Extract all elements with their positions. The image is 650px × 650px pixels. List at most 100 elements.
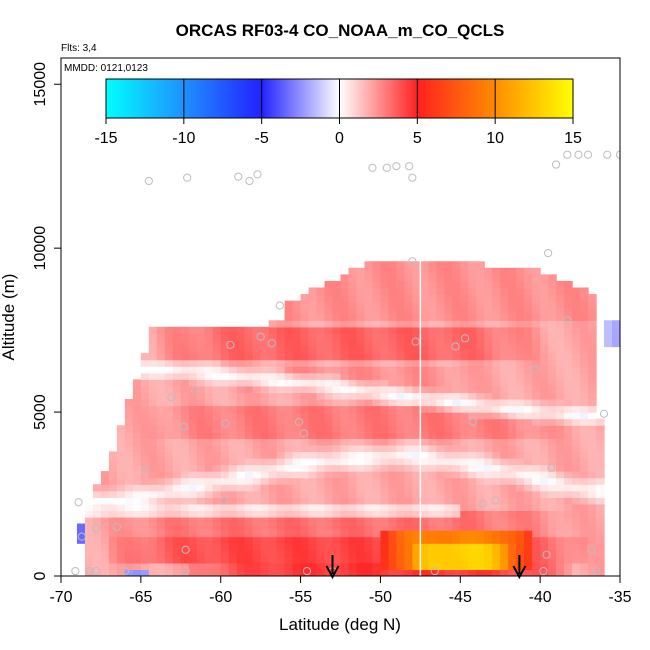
heatmap-cell [364, 510, 374, 518]
heatmap-cell [380, 320, 390, 328]
heatmap-cell [476, 516, 485, 525]
heatmap-cell [516, 339, 525, 348]
heatmap-cell [300, 497, 310, 505]
heatmap-cell [188, 556, 198, 564]
heatmap-cell [380, 339, 390, 348]
heatmap-cell [100, 484, 110, 492]
heatmap-cell [524, 339, 533, 348]
heatmap-cell [228, 438, 238, 446]
heatmap-cell [340, 372, 350, 380]
heatmap-cell [404, 562, 413, 571]
heatmap-cell [540, 464, 549, 472]
heatmap-cell [444, 556, 453, 564]
heatmap-cell [260, 353, 270, 361]
heatmap-cell [212, 379, 222, 387]
heatmap-cell [460, 444, 469, 453]
heatmap-cell [220, 510, 230, 518]
heatmap-cell [252, 418, 262, 426]
heatmap-cell [484, 510, 493, 518]
heatmap-cell [540, 556, 549, 564]
heatmap-cell [428, 392, 437, 400]
heatmap-cell [260, 431, 270, 439]
heatmap-cell [564, 503, 573, 512]
heatmap-cell [140, 562, 150, 571]
heatmap-cell [444, 398, 453, 407]
heatmap-cell [148, 562, 158, 571]
heatmap-cell [492, 543, 501, 551]
heatmap-cell [268, 549, 278, 557]
heatmap-cell [284, 457, 294, 466]
heatmap-cell [380, 385, 390, 394]
heatmap-cell [492, 569, 501, 576]
heatmap-cell [172, 530, 182, 538]
heatmap-cell [332, 392, 342, 400]
heatmap-cell [276, 536, 286, 544]
heatmap-cell [340, 280, 350, 289]
heatmap-cell [580, 471, 589, 479]
heatmap-cell [556, 490, 565, 498]
arrow-head [325, 565, 340, 580]
heatmap-cell [356, 503, 366, 512]
heatmap-cell [324, 287, 334, 295]
heatmap-cell [444, 516, 453, 525]
heatmap-cell [316, 346, 326, 354]
heatmap-cell [468, 346, 477, 354]
heatmap-cell [540, 359, 549, 367]
sample-point [71, 566, 80, 576]
heatmap-cell [484, 497, 493, 505]
heatmap-cell [380, 300, 390, 308]
heatmap-cell [148, 457, 158, 466]
heatmap-cell [196, 562, 206, 571]
heatmap-cell [100, 490, 110, 498]
heatmap-cell [476, 431, 485, 439]
heatmap-cell [396, 372, 405, 380]
heatmap-cell [444, 261, 453, 269]
heatmap-cell [140, 418, 150, 426]
heatmap-cell [308, 523, 318, 531]
heatmap-cell [116, 477, 126, 485]
heatmap-cell [252, 569, 262, 576]
heatmap-cell [524, 464, 533, 472]
heatmap-cell [300, 385, 310, 394]
heatmap-cell [484, 516, 493, 525]
heatmap-cell [428, 516, 437, 525]
heatmap-cell [268, 418, 278, 426]
heatmap-cell [540, 313, 549, 321]
heatmap-cell [324, 280, 334, 289]
heatmap-cell [316, 556, 326, 564]
heatmap-cell [340, 379, 350, 387]
heatmap-cell [460, 353, 469, 361]
heatmap-cell [284, 516, 294, 525]
heatmap-cell [492, 326, 501, 334]
heatmap-cell [372, 569, 382, 576]
heatmap-cell [412, 359, 421, 367]
heatmap-cell [164, 451, 174, 459]
heatmap-cell [468, 530, 477, 538]
heatmap-cell [84, 549, 94, 557]
heatmap-cell [532, 353, 541, 361]
heatmap-cell [132, 471, 142, 479]
heatmap-cell [404, 320, 413, 328]
heatmap-cell [188, 379, 198, 387]
heatmap-cell [508, 307, 517, 315]
heatmap-cell [204, 418, 214, 426]
heatmap-cell [588, 425, 597, 433]
heatmap-cell [468, 477, 477, 485]
heatmap-cell [300, 438, 310, 446]
heatmap-cell [300, 346, 310, 354]
heatmap-cell [364, 503, 374, 512]
heatmap-cell [476, 444, 485, 453]
heatmap-cell [212, 339, 222, 348]
heatmap-cell [244, 516, 254, 525]
heatmap-cell [148, 530, 158, 538]
heatmap-cell [404, 346, 413, 354]
heatmap-cell [180, 425, 190, 433]
heatmap-cell [292, 333, 302, 341]
heatmap-cell [580, 333, 589, 341]
heatmap-cell [588, 385, 597, 394]
heatmap-cell [420, 431, 429, 439]
heatmap-cell [92, 523, 102, 531]
heatmap-cell [348, 353, 358, 361]
heatmap-cell [460, 543, 469, 551]
heatmap-cell [444, 326, 453, 334]
